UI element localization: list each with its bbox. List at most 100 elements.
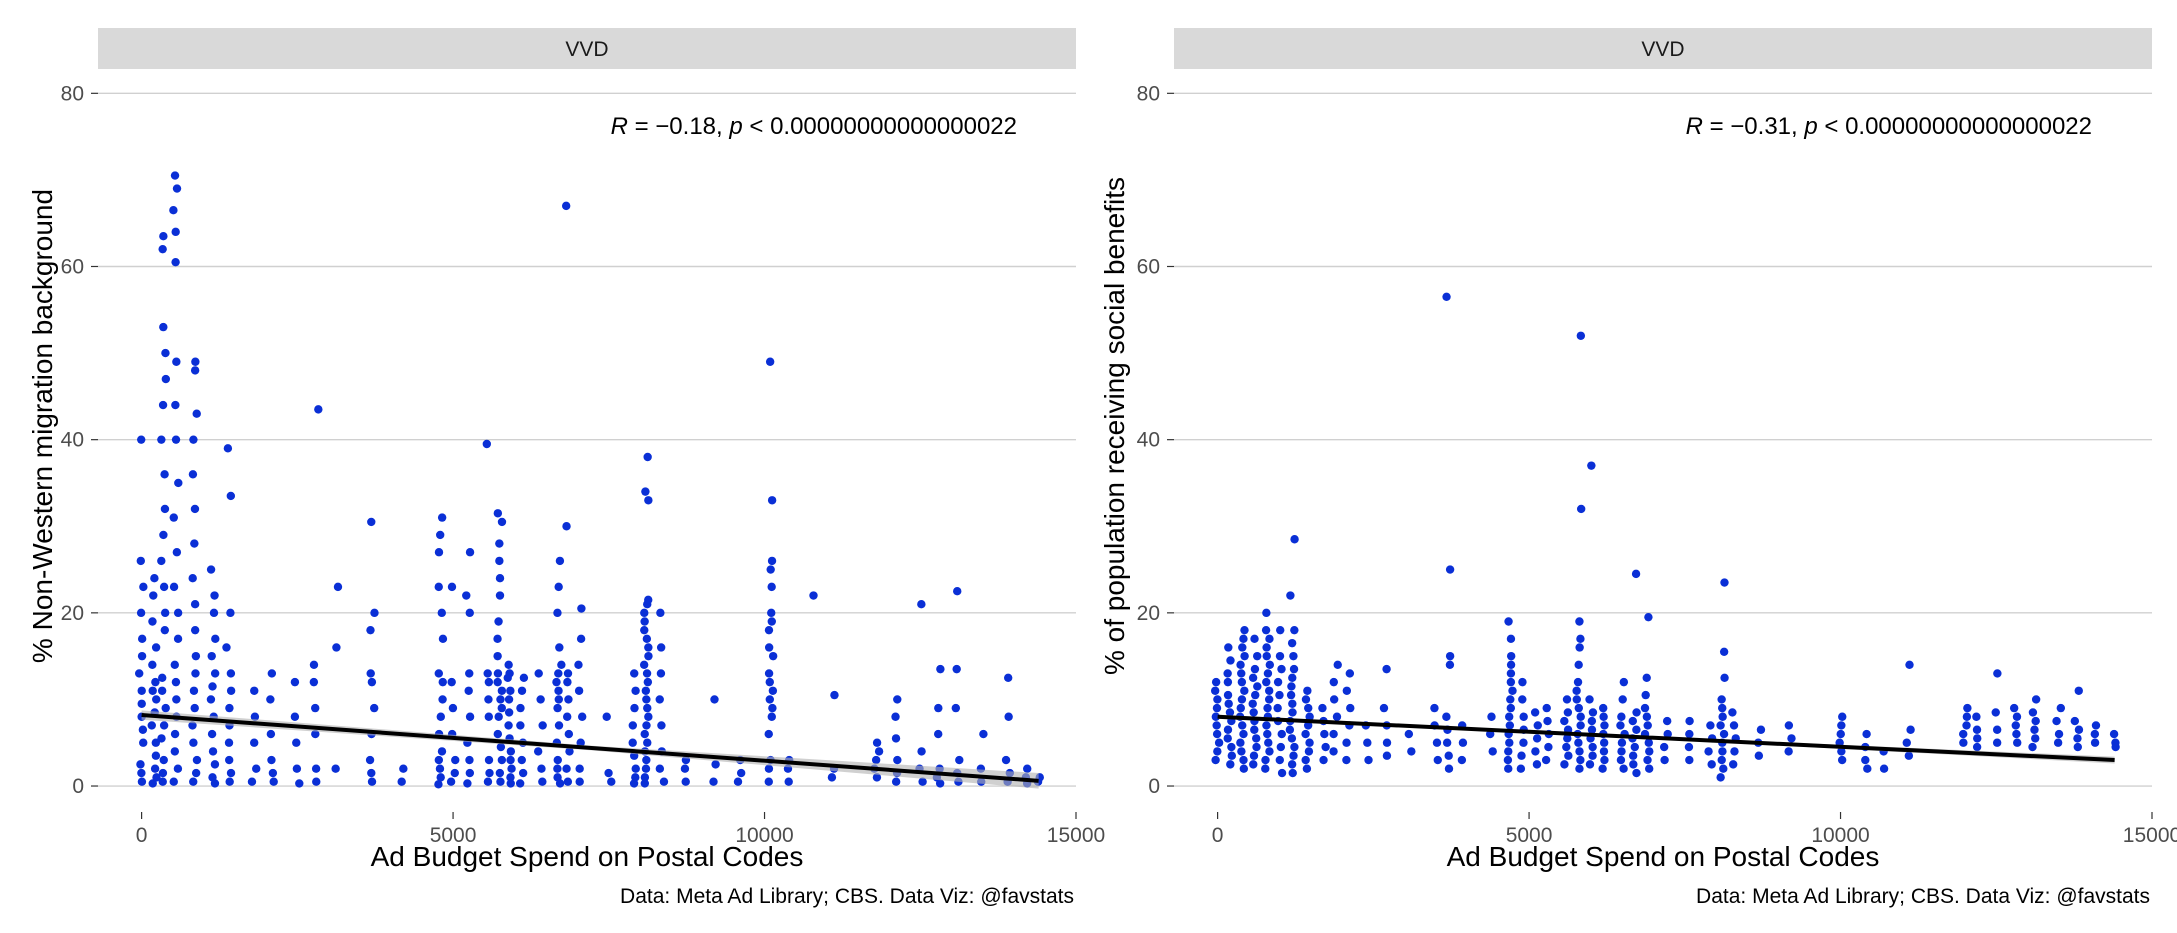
data-point bbox=[159, 582, 169, 592]
data-point bbox=[1972, 742, 1982, 752]
data-point bbox=[1506, 703, 1516, 713]
data-point bbox=[1718, 712, 1727, 721]
y-axis-title: % Non-Western migration background bbox=[27, 189, 58, 663]
data-point bbox=[1238, 643, 1247, 652]
stat-p-symbol: p bbox=[728, 113, 742, 140]
stat-r-symbol: R bbox=[611, 113, 628, 140]
data-point bbox=[1487, 712, 1496, 721]
data-point bbox=[1576, 504, 1586, 514]
data-point bbox=[504, 695, 514, 704]
data-point bbox=[1617, 738, 1627, 747]
data-point bbox=[290, 712, 300, 721]
data-point bbox=[1784, 721, 1794, 730]
data-point bbox=[465, 755, 474, 765]
data-point bbox=[1262, 651, 1271, 661]
data-point bbox=[2073, 742, 2082, 752]
data-point bbox=[1616, 755, 1626, 765]
data-point bbox=[505, 669, 514, 678]
data-point bbox=[1227, 751, 1237, 760]
data-point bbox=[1001, 755, 1011, 765]
data-point bbox=[208, 773, 217, 782]
data-point bbox=[506, 755, 515, 765]
data-point bbox=[170, 747, 180, 756]
data-point bbox=[1240, 651, 1249, 661]
caption: Data: Meta Ad Library; CBS. Data Viz: @f… bbox=[1696, 885, 2150, 908]
data-point bbox=[295, 779, 304, 788]
data-point bbox=[574, 686, 584, 695]
data-point bbox=[1248, 673, 1258, 682]
data-point bbox=[1572, 686, 1581, 695]
data-point bbox=[484, 712, 493, 721]
data-point bbox=[1290, 535, 1299, 544]
data-point bbox=[1382, 751, 1392, 760]
data-point bbox=[1575, 747, 1584, 756]
data-point bbox=[2031, 695, 2041, 704]
data-point bbox=[438, 695, 447, 704]
data-point bbox=[1212, 729, 1222, 739]
data-point bbox=[1628, 751, 1638, 760]
data-point bbox=[1301, 729, 1310, 739]
data-point bbox=[1223, 725, 1233, 734]
x-tick-label: 15000 bbox=[1047, 824, 1105, 847]
data-point bbox=[1704, 747, 1713, 756]
data-point bbox=[1275, 690, 1284, 700]
data-point bbox=[1320, 729, 1329, 739]
data-point bbox=[1560, 716, 1569, 726]
data-point bbox=[1289, 664, 1299, 674]
data-point bbox=[495, 539, 504, 548]
data-point bbox=[1227, 742, 1236, 752]
data-point bbox=[370, 608, 379, 618]
facet-strip bbox=[98, 28, 1076, 69]
data-point bbox=[367, 677, 377, 687]
y-axis-title: % of population receiving social benefit… bbox=[1099, 177, 1130, 675]
data-point bbox=[482, 439, 492, 449]
grid bbox=[1174, 92, 2152, 787]
data-point bbox=[170, 660, 179, 669]
data-point bbox=[206, 565, 216, 574]
data-point bbox=[189, 777, 198, 786]
data-point bbox=[1962, 721, 1971, 730]
data-point bbox=[1685, 729, 1694, 739]
data-point bbox=[451, 755, 460, 765]
data-point bbox=[917, 599, 926, 609]
data-point bbox=[1506, 677, 1516, 687]
data-point bbox=[158, 777, 167, 786]
data-point bbox=[1289, 651, 1298, 661]
data-point bbox=[1588, 708, 1598, 717]
data-point bbox=[681, 777, 690, 786]
data-point bbox=[399, 764, 408, 773]
data-point bbox=[640, 773, 650, 782]
data-point bbox=[1237, 747, 1246, 756]
data-point bbox=[151, 751, 161, 760]
data-point bbox=[188, 721, 197, 730]
data-point bbox=[630, 703, 639, 713]
data-point bbox=[554, 582, 563, 592]
data-point bbox=[1716, 773, 1725, 782]
data-point bbox=[169, 582, 179, 592]
data-point bbox=[643, 738, 652, 747]
data-point bbox=[1576, 634, 1585, 644]
data-point bbox=[1587, 716, 1597, 726]
data-point bbox=[1504, 764, 1513, 773]
data-point bbox=[575, 777, 584, 786]
data-point bbox=[1240, 686, 1249, 695]
data-point bbox=[809, 591, 818, 600]
data-point bbox=[655, 764, 665, 773]
data-point bbox=[2091, 721, 2101, 730]
data-point bbox=[1379, 703, 1389, 713]
data-point bbox=[173, 634, 183, 644]
data-point bbox=[136, 760, 145, 769]
data-point bbox=[1716, 721, 1725, 730]
data-point bbox=[643, 452, 652, 462]
data-point bbox=[516, 703, 525, 713]
data-point bbox=[765, 695, 774, 704]
stat-p-text: < 0.00000000000000022 bbox=[1818, 113, 2092, 140]
data-point bbox=[1564, 751, 1573, 760]
data-point bbox=[172, 548, 182, 557]
data-point bbox=[710, 695, 719, 704]
data-point bbox=[656, 643, 666, 652]
data-point bbox=[641, 686, 651, 695]
data-point bbox=[1382, 664, 1391, 674]
data-point bbox=[517, 755, 526, 765]
data-point bbox=[268, 768, 278, 778]
